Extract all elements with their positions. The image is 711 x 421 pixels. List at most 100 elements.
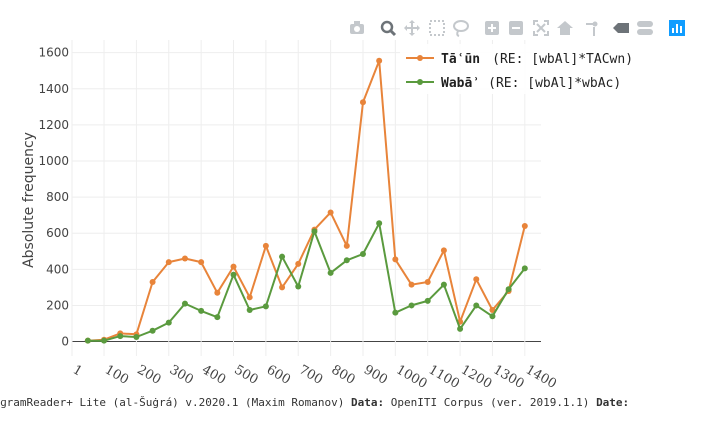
- y-tick-label: 600: [46, 226, 69, 240]
- data-point[interactable]: [505, 286, 512, 293]
- legend-item[interactable]: Tāʿūn (RE: [wbAl]*TACwn): [406, 52, 633, 67]
- data-point[interactable]: [440, 247, 447, 254]
- data-point[interactable]: [214, 289, 221, 296]
- data-point[interactable]: [198, 259, 205, 266]
- data-point[interactable]: [489, 313, 496, 320]
- reset-axes-icon[interactable]: [557, 21, 573, 35]
- x-tick-label: 1100: [426, 362, 462, 392]
- data-point[interactable]: [392, 256, 399, 263]
- hover-compare-icon[interactable]: [637, 21, 653, 35]
- data-point[interactable]: [311, 228, 318, 235]
- zoom-in-icon[interactable]: [485, 21, 499, 35]
- legend-item[interactable]: Wabāʾ (RE: [wbAl]*wbAc): [406, 76, 621, 91]
- x-tick-label: 1000: [393, 362, 429, 392]
- camera-icon[interactable]: [350, 21, 364, 34]
- x-tick-label: 100: [102, 362, 131, 387]
- y-tick-label: 1000: [38, 154, 69, 168]
- data-point[interactable]: [408, 281, 415, 288]
- data-point[interactable]: [376, 220, 383, 227]
- data-point[interactable]: [489, 306, 496, 313]
- plotly-logo-icon[interactable]: [669, 20, 685, 36]
- series-2: [84, 220, 528, 344]
- data-point[interactable]: [343, 242, 350, 249]
- legend: Tāʿūn (RE: [wbAl]*TACwn) Wabāʾ (RE: [wbAl]*…: [400, 44, 676, 94]
- y-tick-label: 0: [61, 335, 69, 349]
- data-point[interactable]: [295, 283, 302, 290]
- data-point[interactable]: [133, 334, 140, 341]
- data-point[interactable]: [149, 278, 156, 285]
- y-axis-title: Absolute frequency: [21, 132, 37, 268]
- legend-background: [400, 44, 676, 94]
- x-tick-label: 1400: [523, 362, 559, 392]
- data-point[interactable]: [327, 209, 334, 216]
- data-point[interactable]: [408, 302, 415, 309]
- data-point[interactable]: [392, 309, 399, 316]
- data-point[interactable]: [295, 260, 302, 267]
- data-point[interactable]: [521, 222, 528, 229]
- data-point[interactable]: [359, 99, 366, 106]
- legend-series-regex: (RE: [wbAl]*wbAc): [488, 76, 621, 91]
- zoom-icon[interactable]: [380, 20, 397, 37]
- spike-lines-icon[interactable]: [586, 21, 598, 37]
- data-point[interactable]: [181, 255, 188, 262]
- legend-label: Tāʿūn (RE: [wbAl]*TACwn): [441, 52, 633, 67]
- data-point[interactable]: [457, 325, 464, 332]
- data-point[interactable]: [230, 271, 237, 278]
- data-point[interactable]: [376, 57, 383, 64]
- x-tick-label: 1300: [490, 362, 526, 392]
- data-point[interactable]: [246, 306, 253, 313]
- data-point[interactable]: [279, 253, 286, 260]
- series-1: [84, 57, 528, 344]
- data-point[interactable]: [521, 265, 528, 272]
- footer-data-label: Data:: [351, 396, 385, 409]
- data-point[interactable]: [359, 250, 366, 257]
- data-point[interactable]: [214, 314, 221, 321]
- data-point[interactable]: [230, 263, 237, 270]
- y-tick-label: 800: [46, 190, 69, 204]
- series-line: [87, 59, 526, 342]
- data-point[interactable]: [165, 319, 172, 326]
- data-point[interactable]: [424, 297, 431, 304]
- data-point[interactable]: [343, 257, 350, 264]
- x-tick-label: 400: [199, 362, 228, 387]
- zoom-out-icon[interactable]: [509, 21, 523, 35]
- y-tick-label: 200: [46, 298, 69, 312]
- y-tick-label: 400: [46, 262, 69, 276]
- data-point[interactable]: [262, 303, 269, 310]
- legend-series-name: Tāʿūn: [441, 52, 480, 67]
- x-tick-label: 1200: [458, 362, 494, 392]
- data-point[interactable]: [473, 276, 480, 283]
- data-point[interactable]: [84, 337, 91, 344]
- footer-date-label: Date:: [596, 396, 630, 409]
- data-point[interactable]: [181, 300, 188, 307]
- x-tick-label: 300: [167, 362, 196, 387]
- box-select-icon[interactable]: [429, 20, 445, 36]
- lasso-select-icon[interactable]: [453, 20, 469, 37]
- data-point[interactable]: [262, 242, 269, 249]
- footer: ɡramReader+ Lite (al-Šuġrá) v.2020.1 (Ma…: [0, 396, 711, 409]
- pan-icon[interactable]: [404, 20, 420, 36]
- x-tick-label: 200: [134, 362, 163, 387]
- data-point[interactable]: [246, 294, 253, 301]
- data-point[interactable]: [327, 269, 334, 276]
- data-point[interactable]: [279, 284, 286, 291]
- x-tick-label: 700: [296, 362, 325, 387]
- data-point[interactable]: [198, 307, 205, 314]
- hover-closest-icon[interactable]: [613, 23, 629, 33]
- data-point[interactable]: [165, 259, 172, 266]
- x-tick-label: 1: [70, 362, 85, 379]
- autoscale-icon[interactable]: [533, 20, 549, 36]
- x-axis: 1 100 200 300 400 500 600 700 800 900 100011001200…: [70, 362, 559, 392]
- y-axis: 0 200 400 600 800 1000 1200 1400 1600: [38, 46, 69, 349]
- plot-area: [84, 57, 528, 344]
- x-tick-label: 500: [232, 362, 261, 387]
- data-point[interactable]: [101, 337, 108, 344]
- data-point[interactable]: [473, 302, 480, 309]
- series-line: [87, 222, 526, 342]
- data-point[interactable]: [440, 281, 447, 288]
- legend-swatch-marker: [417, 79, 423, 85]
- data-point[interactable]: [117, 333, 124, 340]
- data-point[interactable]: [149, 327, 156, 334]
- data-point[interactable]: [424, 278, 431, 285]
